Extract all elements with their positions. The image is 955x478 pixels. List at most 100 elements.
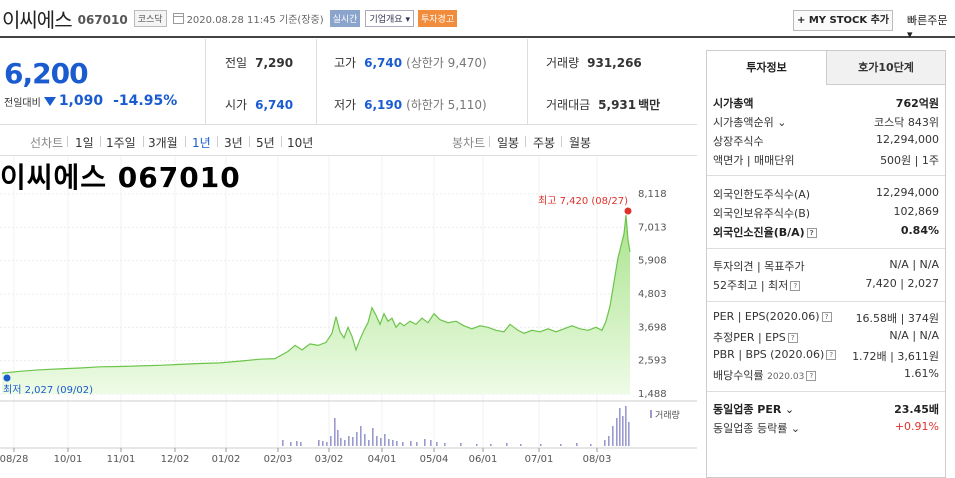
chevron-down-icon[interactable]: ⌄ <box>781 403 795 416</box>
volume-bar <box>612 426 614 446</box>
help-icon[interactable]: ? <box>806 228 817 238</box>
help-icon[interactable]: ? <box>826 350 837 360</box>
chevron-down-icon[interactable]: ⌄ <box>773 116 787 129</box>
x-tick-label: 04/01 <box>368 454 397 465</box>
market-cap-row: 시가총액 762억원 <box>713 97 939 110</box>
volume-bar <box>368 440 370 446</box>
quick-order-button[interactable]: 빠른주문 ▾ <box>907 14 948 41</box>
stock-name: 이씨에스 <box>2 7 73 32</box>
x-tick-label: 07/01 <box>525 454 554 465</box>
industry-rate-row: 동일업종 등락률 ⌄ +0.91% <box>713 420 939 435</box>
y-tick-label: 8,118 <box>638 189 667 200</box>
x-tick-label: 06/01 <box>469 454 498 465</box>
price-change: 전일대비 1,090 -14.95% <box>4 93 178 109</box>
volume-bar <box>322 441 324 446</box>
x-tick-label: 05/04 <box>420 454 449 465</box>
volume-bar <box>296 441 298 446</box>
volume-bar <box>364 434 366 446</box>
price-chart-svg: 최고 7,420 (08/27) 최저 2,027 (09/02) 8,118 7… <box>0 156 697 465</box>
high-price: 고가 6,740 (상한가 9,470) <box>334 56 487 70</box>
help-icon[interactable]: ? <box>806 371 817 381</box>
volume-bar <box>628 422 630 446</box>
volume-bar <box>340 438 342 446</box>
volume-bar <box>318 440 320 446</box>
opinion-row: 투자의견 | 목표주가 N/A | N/A <box>713 258 939 273</box>
volume-bar <box>360 426 362 446</box>
candle-daily[interactable]: 일봉 <box>497 136 520 150</box>
volume-bar <box>388 439 390 446</box>
volume-bar <box>337 430 339 446</box>
help-icon[interactable]: ? <box>790 281 801 291</box>
low-marker <box>3 374 11 382</box>
y-tick-label: 5,908 <box>638 256 667 267</box>
foreign-hold-row: 외국인보유주식수(B) 102,869 <box>713 205 939 220</box>
volume-bar <box>590 444 592 446</box>
volume-bar <box>396 441 398 446</box>
price-area <box>2 215 630 394</box>
volume-bar <box>290 442 292 446</box>
stock-code: 067010 <box>77 12 128 27</box>
help-icon[interactable]: ? <box>787 333 798 343</box>
invest-tabs: 투자정보 호가10단계 <box>707 51 945 85</box>
period-10y[interactable]: 10년 <box>287 136 314 150</box>
volume-bar <box>380 438 382 446</box>
candle-monthly[interactable]: 월봉 <box>569 136 592 150</box>
volume-bar <box>444 443 446 446</box>
x-tick-label: 01/02 <box>212 454 241 465</box>
down-arrow-icon <box>43 96 56 106</box>
dividend-row: 배당수익률 2020.03? 1.61% <box>713 367 939 382</box>
volume-bar <box>352 437 354 446</box>
low-price: 저가 6,190 (하한가 5,110) <box>334 98 487 112</box>
volume-bar <box>619 408 621 446</box>
volume-bar <box>376 436 378 446</box>
x-tick-label: 11/01 <box>107 454 136 465</box>
period-3m[interactable]: 3개월 <box>148 136 178 150</box>
chevron-down-icon[interactable]: ⌄ <box>787 422 801 435</box>
volume-bar <box>326 442 328 446</box>
add-mystock-button[interactable]: + MY STOCK 추가 <box>793 10 893 31</box>
industry-per-row: 동일업종 PER ⌄ 23.45배 <box>713 403 939 416</box>
volume-bar <box>392 440 394 446</box>
trade-amount: 거래대금 5,931 백만 <box>546 98 661 112</box>
tab-invest-info[interactable]: 투자정보 <box>707 51 826 85</box>
tab-orderbook[interactable]: 호가10단계 <box>826 51 945 85</box>
per-row: PER | EPS(2020.06)? 16.58배 | 374원 <box>713 310 939 325</box>
x-tick-label: 10/01 <box>54 454 83 465</box>
candle-weekly[interactable]: 주봉 <box>533 136 556 150</box>
volume-bar <box>625 406 627 446</box>
volume-bar <box>356 432 358 446</box>
period-1w[interactable]: 1주일 <box>106 136 136 150</box>
volume-bar <box>416 442 418 446</box>
volume-bar <box>430 440 432 446</box>
low-label: 최저 2,027 (09/02) <box>3 384 93 396</box>
x-tick-label: 02/03 <box>264 454 293 465</box>
market-cap-rank-row: 시가총액순위 ⌄ 코스닥 843위 <box>713 116 939 129</box>
warning-badge: 투자경고 <box>418 9 458 27</box>
timestamp: 2020.08.28 11:45 기준(장중) <box>186 14 324 26</box>
volume-bar <box>330 436 332 446</box>
chart-title: 이씨에스 067010 <box>0 161 241 194</box>
volume-bar <box>344 440 346 446</box>
help-icon[interactable]: ? <box>821 312 832 322</box>
company-info-dropdown[interactable]: 기업개요 ▾ <box>365 9 414 27</box>
volume-bar <box>460 443 462 446</box>
period-1d[interactable]: 1일 <box>75 136 94 150</box>
par-row: 액면가 | 매매단위 500원 | 1주 <box>713 154 939 167</box>
period-3y[interactable]: 3년 <box>224 136 243 150</box>
stock-header: 이씨에스 067010 코스닥 2020.08.28 11:45 기준(장중) … <box>0 0 955 41</box>
calendar-icon <box>172 12 184 24</box>
y-tick-label: 4,803 <box>638 289 667 300</box>
volume-bar <box>282 440 284 446</box>
chevron-down-icon: ▾ <box>907 28 913 41</box>
high-label: 최고 7,420 (08/27) <box>538 195 628 207</box>
volume-bar <box>436 442 438 446</box>
y-tick-label: 1,488 <box>638 389 667 400</box>
period-1y[interactable]: 1년 <box>192 136 211 150</box>
realtime-badge[interactable]: 실시간 <box>329 9 361 27</box>
volume-bar <box>402 442 404 446</box>
price-panel: 6,200 전일대비 1,090 -14.95% 전일 7,290 시가 6,740… <box>0 39 697 125</box>
est-per-row: 추정PER | EPS? N/A | N/A <box>713 329 939 344</box>
period-5y[interactable]: 5년 <box>256 136 275 150</box>
y-tick-label: 3,698 <box>638 322 667 333</box>
x-tick-label: 08/28 <box>0 454 28 465</box>
